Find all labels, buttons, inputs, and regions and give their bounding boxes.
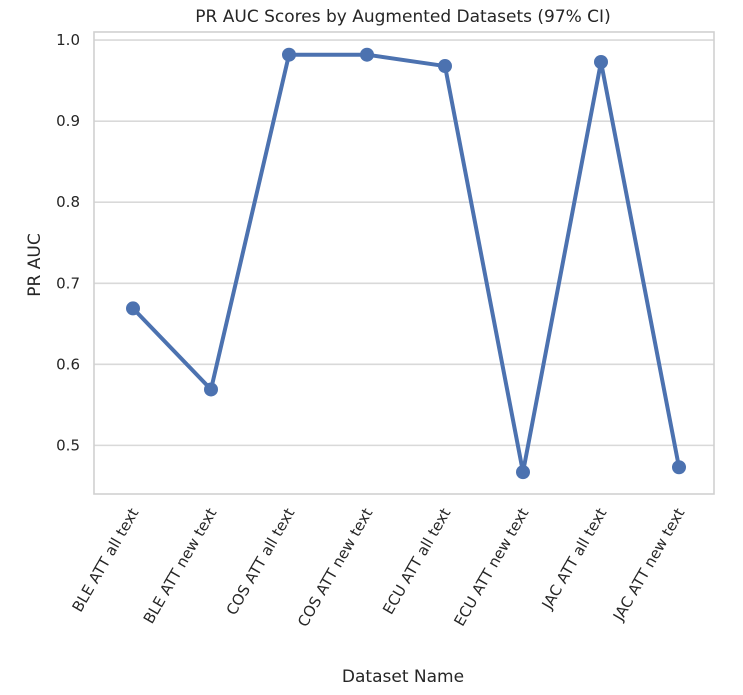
data-point: [204, 382, 218, 397]
data-point: [360, 47, 374, 62]
plot-frame: [93, 31, 715, 495]
data-point: [516, 465, 530, 480]
y-tick-label: 1.0: [56, 31, 80, 49]
y-tick-label: 0.5: [56, 436, 80, 454]
x-tick-label: JAC ATT new text: [609, 505, 688, 625]
y-tick-label: 0.7: [56, 274, 80, 292]
y-tick-label: 0.9: [56, 112, 80, 130]
x-tick-label: COS ATT all text: [223, 505, 299, 618]
data-point: [438, 59, 452, 74]
y-axis-ticks: 0.5 0.6 0.7 0.8 0.9 1.0: [56, 31, 80, 454]
series-line: [131, 52, 681, 475]
chart-title: PR AUC Scores by Augmented Datasets (97%…: [195, 7, 610, 27]
x-tick-label: BLE ATT new text: [140, 505, 221, 627]
x-axis-label: Dataset Name: [342, 667, 464, 687]
y-tick-label: 0.8: [56, 193, 80, 211]
x-tick-label: BLE ATT all text: [69, 505, 143, 615]
series-layer: [126, 47, 686, 480]
data-point: [594, 54, 608, 69]
x-tick-label: ECU ATT new text: [450, 505, 532, 629]
grid: [94, 39, 714, 447]
data-point: [282, 47, 296, 62]
x-tick-label: COS ATT new text: [294, 505, 377, 630]
x-tick-label: JAC ATT all text: [538, 505, 611, 613]
y-axis-label: PR AUC: [25, 233, 45, 296]
y-tick-label: 0.6: [56, 355, 80, 373]
data-point: [672, 460, 686, 475]
data-point: [126, 301, 140, 316]
x-tick-label: ECU ATT all text: [379, 505, 454, 618]
